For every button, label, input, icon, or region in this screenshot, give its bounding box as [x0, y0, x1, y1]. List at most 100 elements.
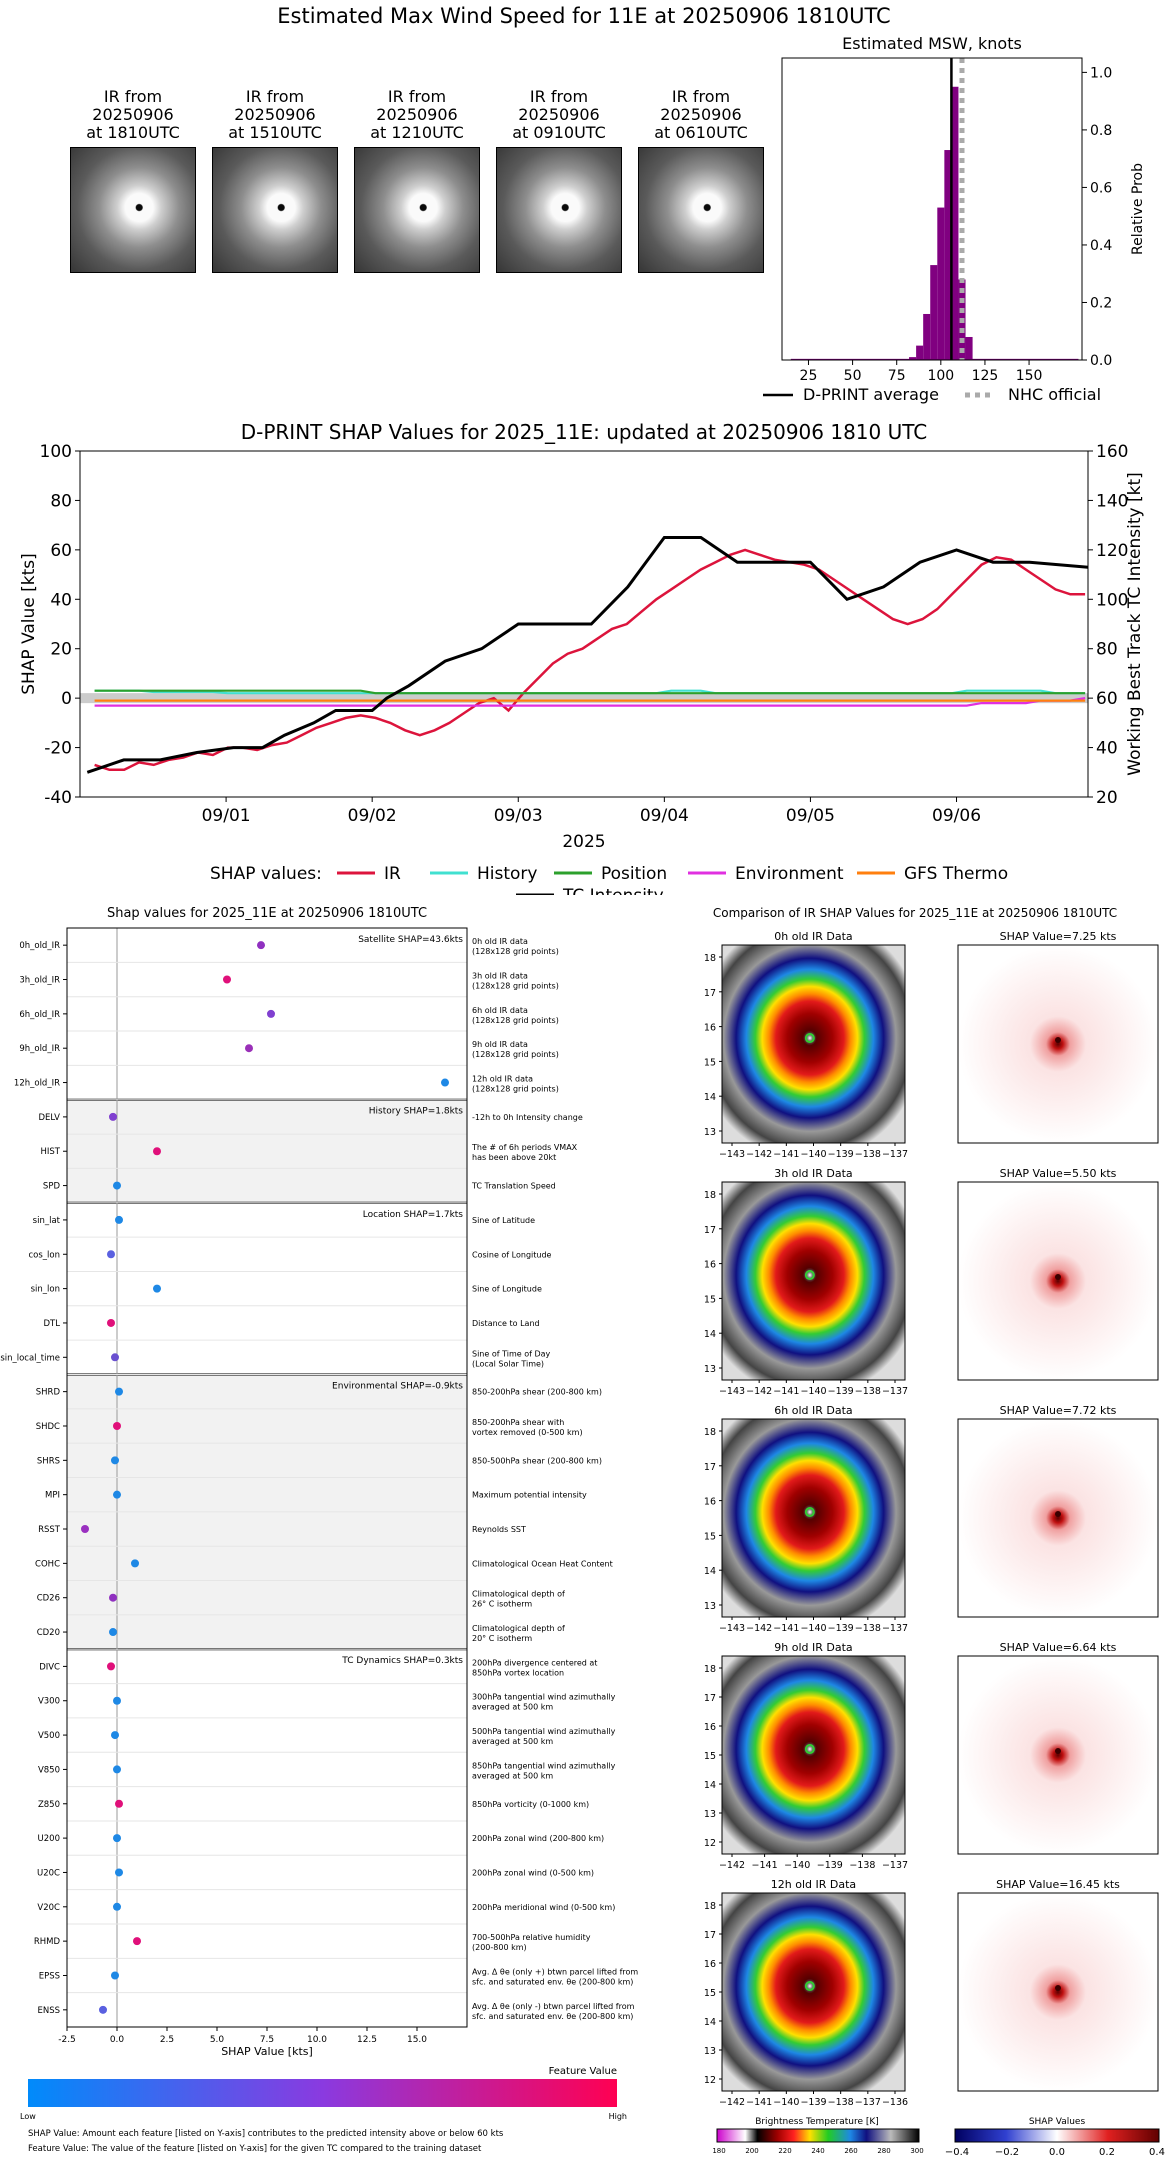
- ir-panel-title: 9h old IR Data: [774, 1641, 852, 1654]
- timeseries-title: D-PRINT SHAP Values for 2025_11E: update…: [241, 420, 928, 444]
- feature-description: (128x128 grid points): [472, 947, 559, 956]
- eye-marker: [804, 1744, 815, 1755]
- feature-point: [107, 1662, 115, 1671]
- feature-name: DELV: [38, 1113, 60, 1123]
- bt-colorbar-tick: 240: [811, 2147, 824, 2155]
- feature-point: [115, 1799, 123, 1808]
- caption-line: IR from: [671, 87, 731, 106]
- feature-description: 850-200hPa shear (200-800 km): [472, 1388, 602, 1397]
- feature-description: (128x128 grid points): [472, 1085, 559, 1094]
- feature-description: Sine of Longitude: [472, 1285, 542, 1294]
- feature-description: (128x128 grid points): [472, 982, 559, 991]
- group-shading: [67, 1099, 467, 1203]
- feature-description: Reynolds SST: [472, 1525, 526, 1534]
- y-tick-label: 16: [704, 1497, 716, 1508]
- x-tick-label: −140: [773, 2097, 799, 2108]
- shap-panel-title: SHAP Value=7.25 kts: [1000, 930, 1117, 943]
- shap-core: [1055, 1037, 1061, 1044]
- ir-panel-title: 12h old IR Data: [771, 1878, 856, 1891]
- x-tick-label: 25: [800, 368, 818, 384]
- shap-colorbar-tick: 0.4: [1149, 2147, 1165, 2158]
- feature-point: [113, 1765, 121, 1774]
- y-tick-label: 17: [704, 1693, 716, 1704]
- feature-name: sin_local_time: [0, 1353, 60, 1363]
- eye-marker: [804, 1507, 815, 1518]
- y-tick-label: 1.0: [1090, 65, 1112, 81]
- feature-point: [113, 1696, 121, 1705]
- x-tick-label: −141: [773, 1386, 799, 1397]
- tc-intensity-line: [86, 536, 1089, 774]
- y-axis-label: SHAP Value [kts]: [19, 553, 39, 695]
- y-tick-label: 15: [704, 1294, 716, 1305]
- x-tick-label: 50: [844, 368, 862, 384]
- feature-description: 9h old IR data: [472, 1040, 528, 1049]
- feature-point: [267, 1009, 275, 1018]
- feature-description: sfc. and saturated env. θe (200-800 km): [472, 1977, 633, 1986]
- feature-point: [257, 941, 265, 950]
- x-tick-label: −142: [746, 1386, 772, 1397]
- y-tick-label: 16: [704, 1722, 716, 1733]
- histogram-bar: [930, 265, 938, 360]
- x-tick-label: −139: [828, 1386, 854, 1397]
- feature-description: Sine of Time of Day: [472, 1349, 551, 1358]
- feature-point: [133, 1937, 141, 1946]
- histogram-title: Estimated MSW, knots: [842, 34, 1022, 53]
- y2-tick-label: 80: [1096, 640, 1118, 660]
- caption-line: at 0910UTC: [512, 123, 606, 142]
- bt-colorbar-tick: 260: [844, 2147, 857, 2155]
- ir-panel-image: [721, 1418, 906, 1618]
- feature-name: DIVC: [39, 1662, 60, 1672]
- feature-point: [109, 1628, 117, 1637]
- histogram-bar: [965, 336, 973, 360]
- x-axis-label: 2025: [562, 832, 605, 852]
- x-tick-label: −137: [882, 1860, 908, 1871]
- feature-name: COHC: [35, 1559, 60, 1569]
- feature-description: (200-800 km): [472, 1943, 527, 1952]
- feature-point: [245, 1044, 253, 1053]
- feature-description: averaged at 500 km: [472, 1771, 553, 1780]
- y2-tick-label: 160: [1096, 442, 1128, 462]
- x-tick-label: −141: [773, 1623, 799, 1634]
- legend-label: Environment: [735, 864, 844, 884]
- feature-point: [115, 1387, 123, 1396]
- legend-label: Position: [601, 864, 667, 884]
- feature-description: 200hPa divergence centered at: [472, 1658, 597, 1667]
- caption-line: 20250906: [92, 105, 174, 124]
- x-tick-label: −143: [719, 1623, 745, 1634]
- feature-description: Maximum potential intensity: [472, 1491, 587, 1500]
- feature-name: CD26: [37, 1594, 60, 1604]
- feature-description: Avg. Δ θe (only -) btwn parcel lifted fr…: [472, 2002, 635, 2011]
- x-tick-label: -2.5: [58, 2035, 76, 2045]
- feature-name: ENSS: [37, 2006, 60, 2016]
- feature-point: [113, 1490, 121, 1499]
- y-tick-label: 14: [704, 1329, 716, 1340]
- shap-panel-title: SHAP Value=7.72 kts: [1000, 1404, 1117, 1417]
- y-tick-label: 17: [704, 1225, 716, 1236]
- feature-description: 850-500hPa shear (200-800 km): [472, 1456, 602, 1465]
- feature-name: U200: [38, 1834, 60, 1844]
- x-tick-label: 75: [888, 368, 906, 384]
- y-tick-label: 18: [704, 1664, 716, 1675]
- histogram-bar: [909, 357, 917, 360]
- shap-panel-image: [957, 1655, 1159, 1855]
- msw-histogram: Estimated MSW, knots 25 50 75 100 125 150 0.0 0.…: [763, 34, 1146, 404]
- feature-description: 700-500hPa relative humidity: [472, 1933, 591, 1942]
- feature-description: sfc. and saturated env. θe (200-800 km): [472, 2012, 633, 2021]
- feature-point: [107, 1250, 115, 1259]
- ir-thumbnail-image: [638, 147, 764, 273]
- bt-colorbar-tick: 220: [778, 2147, 791, 2155]
- feature-point: [153, 1284, 161, 1293]
- ir-panel-title: 0h old IR Data: [774, 930, 852, 943]
- eye-marker: [804, 1033, 815, 1044]
- feature-description: 200hPa meridional wind (0-500 km): [472, 1903, 615, 1912]
- ir-thumbnail-caption: IR from 20250906 at 1810UTC: [62, 88, 204, 142]
- shap-panel-title: SHAP Value=16.45 kts: [996, 1878, 1120, 1891]
- ir-panel-title: 3h old IR Data: [774, 1167, 852, 1180]
- feature-point: [113, 1902, 121, 1911]
- caption-line: at 1510UTC: [228, 123, 322, 142]
- x-tick-label: −137: [882, 1623, 908, 1634]
- feature-description: 26° C isotherm: [472, 1600, 532, 1609]
- y2-tick-label: 120: [1096, 541, 1128, 561]
- feature-name: CD20: [37, 1628, 60, 1638]
- feature-name: EPSS: [39, 1971, 60, 1981]
